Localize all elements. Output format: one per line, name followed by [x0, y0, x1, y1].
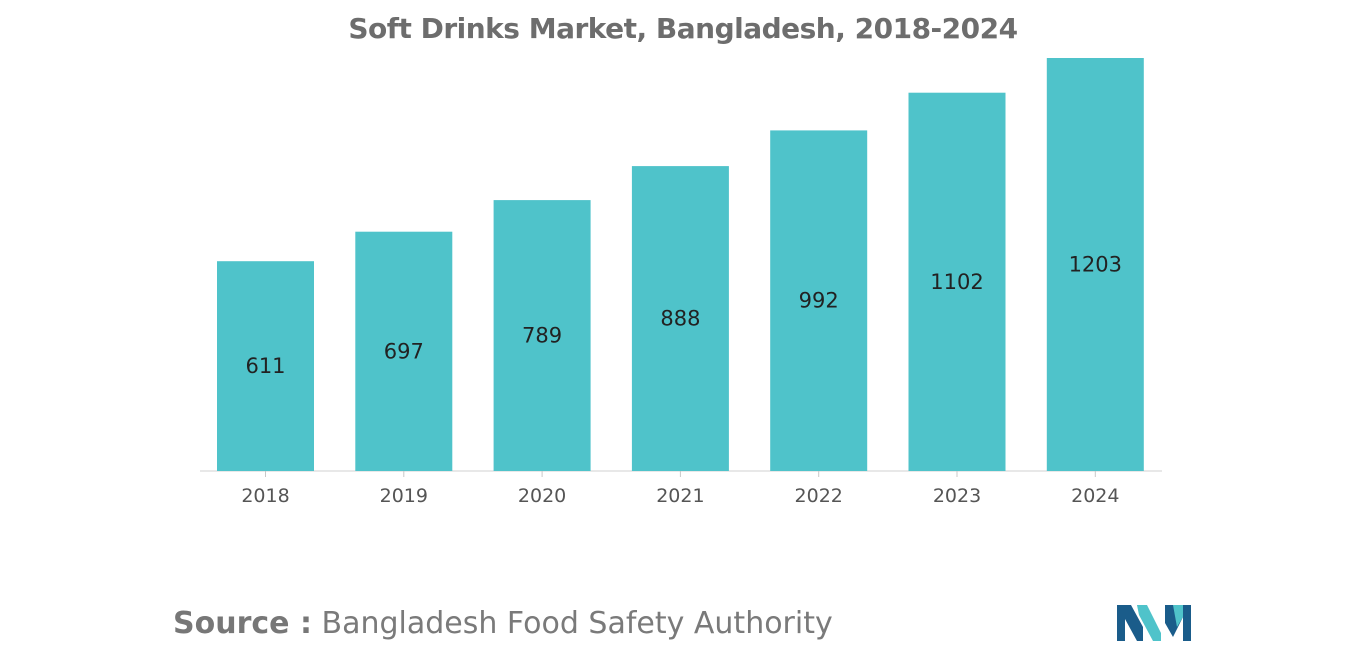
bar-value-label-2023: 1102	[930, 270, 983, 294]
bar-value-label-2018: 611	[245, 354, 285, 378]
x-tick-label-2018: 2018	[241, 485, 289, 507]
bars-group: 611 697 789 888 992 1102 1203	[217, 58, 1144, 471]
bar-2023	[908, 92, 1006, 471]
bar-2018	[217, 261, 314, 471]
chart-title: Soft Drinks Market, Bangladesh, 2018-202…	[348, 12, 1018, 45]
x-tick-label-2023: 2023	[933, 485, 981, 507]
bar-value-label-2020: 789	[522, 324, 562, 348]
bar-value-label-2022: 992	[799, 289, 839, 313]
bar-2022	[770, 130, 868, 471]
bar-2019	[355, 231, 453, 471]
x-axis-ticks: 2018 2019 2020 2021 2022 2023 2024	[241, 471, 1119, 507]
source-label: Source :	[173, 606, 312, 641]
bar-value-label-2019: 697	[384, 339, 424, 363]
bar-2024	[1046, 58, 1144, 471]
x-tick-label-2019: 2019	[380, 485, 428, 507]
logo-shape-accent	[1173, 605, 1183, 627]
source-note: Source : Bangladesh Food Safety Authorit…	[173, 606, 833, 641]
bar-value-label-2021: 888	[660, 307, 700, 331]
logo-shape-left	[1117, 605, 1143, 641]
logo-shape-mid	[1137, 605, 1161, 641]
bar-value-label-2024: 1203	[1069, 253, 1122, 277]
x-tick-label-2022: 2022	[795, 485, 843, 507]
bar-chart: 611 697 789 888 992 1102 1203 2018 2019 2020 2021…	[200, 58, 1162, 507]
x-tick-label-2024: 2024	[1071, 485, 1119, 507]
mordor-intelligence-logo-icon	[1117, 605, 1191, 641]
bar-2020	[493, 200, 591, 471]
x-tick-label-2020: 2020	[518, 485, 566, 507]
source-text: Bangladesh Food Safety Authority	[321, 606, 833, 641]
bar-2021	[631, 166, 729, 471]
x-tick-label-2021: 2021	[656, 485, 704, 507]
